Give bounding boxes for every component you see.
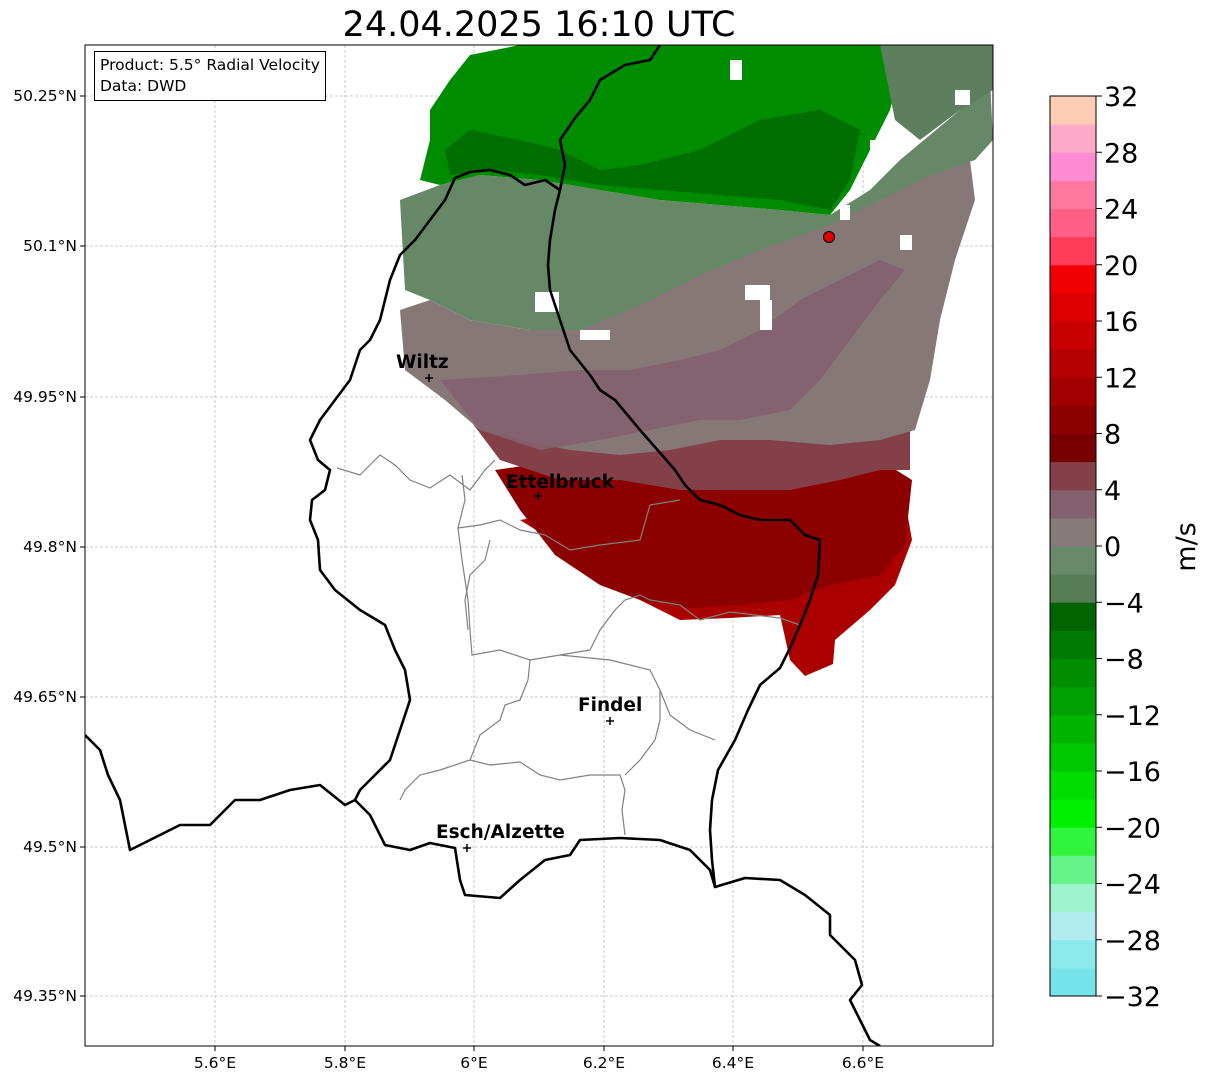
- colorbar-segment: [1050, 967, 1096, 997]
- country-borders: [85, 45, 881, 1046]
- colorbar-segment: [1050, 686, 1096, 716]
- colorbar-tick-label: 16: [1104, 307, 1138, 338]
- colorbar-tick-label: −12: [1104, 701, 1161, 732]
- colorbar-segment: [1050, 349, 1096, 378]
- map-frame: [84, 44, 994, 1047]
- colorbar-segment: [1050, 574, 1096, 603]
- lon-tick-label: 6.6°E: [842, 1054, 884, 1072]
- colorbar-segment: [1050, 96, 1096, 125]
- city-label: Wiltz: [396, 352, 449, 373]
- colorbar-tick-label: 24: [1104, 195, 1138, 226]
- lat-tick-label: 49.35°N: [13, 987, 77, 1005]
- city-marker-icon: [534, 492, 542, 500]
- colorbar-tick-label: −16: [1104, 757, 1161, 788]
- colorbar-tick-label: −8: [1104, 645, 1144, 676]
- colorbar-tick-label: −24: [1104, 870, 1161, 901]
- colorbar-segment: [1050, 377, 1096, 406]
- colorbar-segment: [1050, 602, 1096, 631]
- colorbar-tick-label: 4: [1104, 476, 1121, 507]
- colorbar-segment: [1050, 208, 1096, 238]
- colorbar-segment: [1050, 883, 1096, 913]
- colorbar-segment: [1050, 939, 1096, 969]
- colorbar-segment: [1050, 911, 1096, 941]
- colorbar-segment: [1050, 124, 1096, 153]
- lat-tick-label: 49.65°N: [13, 688, 77, 706]
- colorbar-segment: [1050, 742, 1096, 772]
- lon-axis: 5.6°E 5.8°E 6°E 6.2°E 6.4°E 6.6°E: [194, 1046, 884, 1072]
- colorbar-segment: [1050, 236, 1096, 266]
- lat-tick-label: 50.25°N: [13, 87, 77, 105]
- colorbar-segment: [1050, 771, 1096, 800]
- colorbar-tick-label: 28: [1104, 138, 1138, 169]
- radar-velocity-field: [400, 45, 993, 676]
- data-gaps: [535, 60, 970, 340]
- cities: Wiltz Ettelbruck Findel Esch/Alzette: [396, 352, 642, 852]
- info-box: Product: 5.5° Radial Velocity Data: DWD: [94, 51, 326, 101]
- velocity-region-mauve: [440, 260, 905, 450]
- district-borders: [336, 454, 801, 836]
- colorbar-tick-label: 20: [1104, 251, 1138, 282]
- city-marker-icon: [425, 374, 433, 382]
- product-label: Product: 5.5° Radial Velocity: [100, 56, 320, 74]
- colorbar-segment: [1050, 827, 1096, 856]
- city-label: Esch/Alzette: [436, 822, 565, 843]
- colorbar-tick-label: −20: [1104, 813, 1161, 844]
- colorbar-ticks: 32 28 24 20 16 12 8 4 0 −4 −8 −12 −16 −20 −24 −28 −32: [1096, 82, 1161, 1013]
- colorbar-segment: [1050, 152, 1096, 181]
- colorbar-segment: [1050, 630, 1096, 659]
- velocity-region-dark-green: [445, 110, 860, 210]
- colorbar-segment: [1050, 433, 1096, 463]
- lon-tick-label: 6.4°E: [712, 1054, 754, 1072]
- colorbar-segment: [1050, 405, 1096, 434]
- colorbar-tick-label: 32: [1104, 82, 1138, 113]
- colorbar-segment: [1050, 180, 1096, 209]
- colorbar-segment: [1050, 321, 1096, 350]
- city-marker-icon: [463, 844, 471, 852]
- lat-tick-label: 50.1°N: [23, 237, 77, 255]
- lat-tick-label: 49.5°N: [23, 838, 77, 856]
- city-marker-icon: [606, 717, 614, 725]
- lat-axis: 50.25°N 50.1°N 49.95°N 49.8°N 49.65°N 49…: [13, 87, 85, 1005]
- colorbar-segment: [1050, 489, 1096, 519]
- map-title: 24.04.2025 16:10 UTC: [342, 5, 736, 45]
- city-ettelbruck: Ettelbruck: [506, 472, 615, 500]
- colorbar-tick-label: 12: [1104, 363, 1138, 394]
- colorbar-segment: [1050, 461, 1096, 491]
- city-wiltz: Wiltz: [396, 352, 449, 382]
- colorbar-segment: [1050, 714, 1096, 744]
- colorbar-tick-label: 0: [1104, 532, 1121, 563]
- colorbar-tick-label: −28: [1104, 926, 1161, 957]
- colorbar: [1049, 95, 1097, 997]
- colorbar-segment: [1050, 658, 1096, 688]
- city-esch-alzette: Esch/Alzette: [436, 822, 565, 852]
- colorbar-segment: [1050, 855, 1096, 884]
- lat-tick-label: 49.8°N: [23, 538, 77, 556]
- colorbar-unit-label: m/s: [1171, 522, 1202, 571]
- colorbar-segment: [1050, 799, 1096, 828]
- lon-tick-label: 6.2°E: [583, 1054, 625, 1072]
- colorbar-tick-label: −32: [1104, 982, 1161, 1013]
- city-label: Findel: [578, 695, 642, 716]
- colorbar-segment: [1050, 517, 1096, 547]
- lon-tick-label: 5.8°E: [324, 1054, 366, 1072]
- colorbar-tick-label: 8: [1104, 420, 1121, 451]
- colorbar-tick-label: −4: [1104, 588, 1144, 619]
- colorbar-segment: [1050, 292, 1096, 322]
- velocity-region-green-gray-ne: [880, 45, 993, 140]
- data-source-label: Data: DWD: [100, 77, 187, 95]
- lat-tick-label: 49.95°N: [13, 388, 77, 406]
- lon-tick-label: 5.6°E: [194, 1054, 236, 1072]
- city-findel: Findel: [578, 695, 642, 725]
- colorbar-segment: [1050, 546, 1096, 575]
- city-label: Ettelbruck: [506, 472, 615, 493]
- colorbar-segment: [1050, 264, 1096, 294]
- radar-site-marker: [823, 231, 835, 243]
- velocity-region-dark-red: [495, 460, 912, 608]
- lon-tick-label: 6°E: [460, 1054, 487, 1072]
